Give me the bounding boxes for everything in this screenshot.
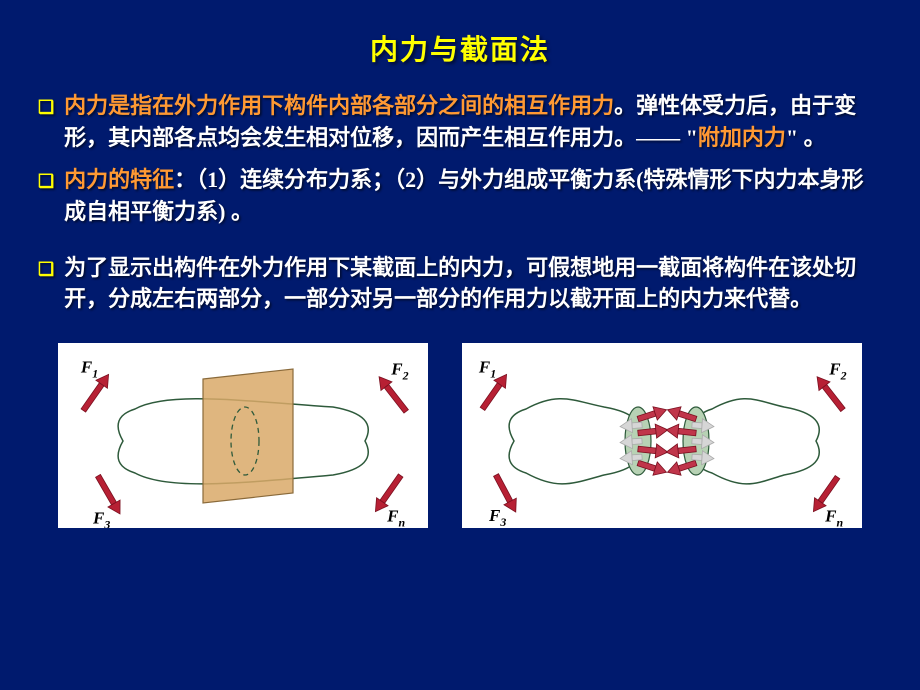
svg-text:F1: F1 bbox=[478, 358, 496, 381]
diagram-right-svg: F1 F3 F2 Fn bbox=[462, 343, 862, 528]
diagram-left-svg: F1 F2 F3 Fn bbox=[58, 343, 428, 528]
svg-text:F1: F1 bbox=[80, 358, 98, 381]
bullet-text: 内力是指在外力作用下构件内部各部分之间的相互作用力。弹性体受力后，由于变形，其内… bbox=[64, 90, 882, 154]
svg-text:F2: F2 bbox=[828, 360, 846, 383]
diagram-left: F1 F2 F3 Fn bbox=[58, 343, 428, 528]
bullet-text: 内力的特征：（1）连续分布力系；（2）与外力组成平衡力系(特殊情形下内力本身形成… bbox=[64, 164, 882, 228]
svg-text:F3: F3 bbox=[92, 509, 110, 529]
bullet-item: ❑ 内力的特征：（1）连续分布力系；（2）与外力组成平衡力系(特殊情形下内力本身形… bbox=[38, 164, 882, 228]
bullet-marker-icon: ❑ bbox=[38, 256, 54, 282]
svg-text:F3: F3 bbox=[488, 507, 506, 529]
svg-text:Fn: Fn bbox=[386, 507, 405, 529]
bullet-marker-icon: ❑ bbox=[38, 168, 54, 194]
bullet-text: 为了显示出构件在外力作用下某截面上的内力，可假想地用一截面将构件在该处切开，分成… bbox=[64, 252, 882, 316]
slide-title: 内力与截面法 bbox=[38, 28, 882, 68]
slide: 内力与截面法 ❑ 内力是指在外力作用下构件内部各部分之间的相互作用力。弹性体受力后… bbox=[0, 0, 920, 690]
diagrams-row: F1 F2 F3 Fn F1 F3 F2 Fn bbox=[38, 343, 882, 528]
bullet-marker-icon: ❑ bbox=[38, 94, 54, 120]
bullet-item: ❑ 内力是指在外力作用下构件内部各部分之间的相互作用力。弹性体受力后，由于变形，其… bbox=[38, 90, 882, 154]
diagram-right: F1 F3 F2 Fn bbox=[462, 343, 862, 528]
bullet-list: ❑ 内力是指在外力作用下构件内部各部分之间的相互作用力。弹性体受力后，由于变形，其… bbox=[38, 90, 882, 315]
svg-text:Fn: Fn bbox=[824, 507, 843, 529]
svg-text:F2: F2 bbox=[390, 360, 408, 383]
bullet-item: ❑ 为了显示出构件在外力作用下某截面上的内力，可假想地用一截面将构件在该处切开，分… bbox=[38, 252, 882, 316]
